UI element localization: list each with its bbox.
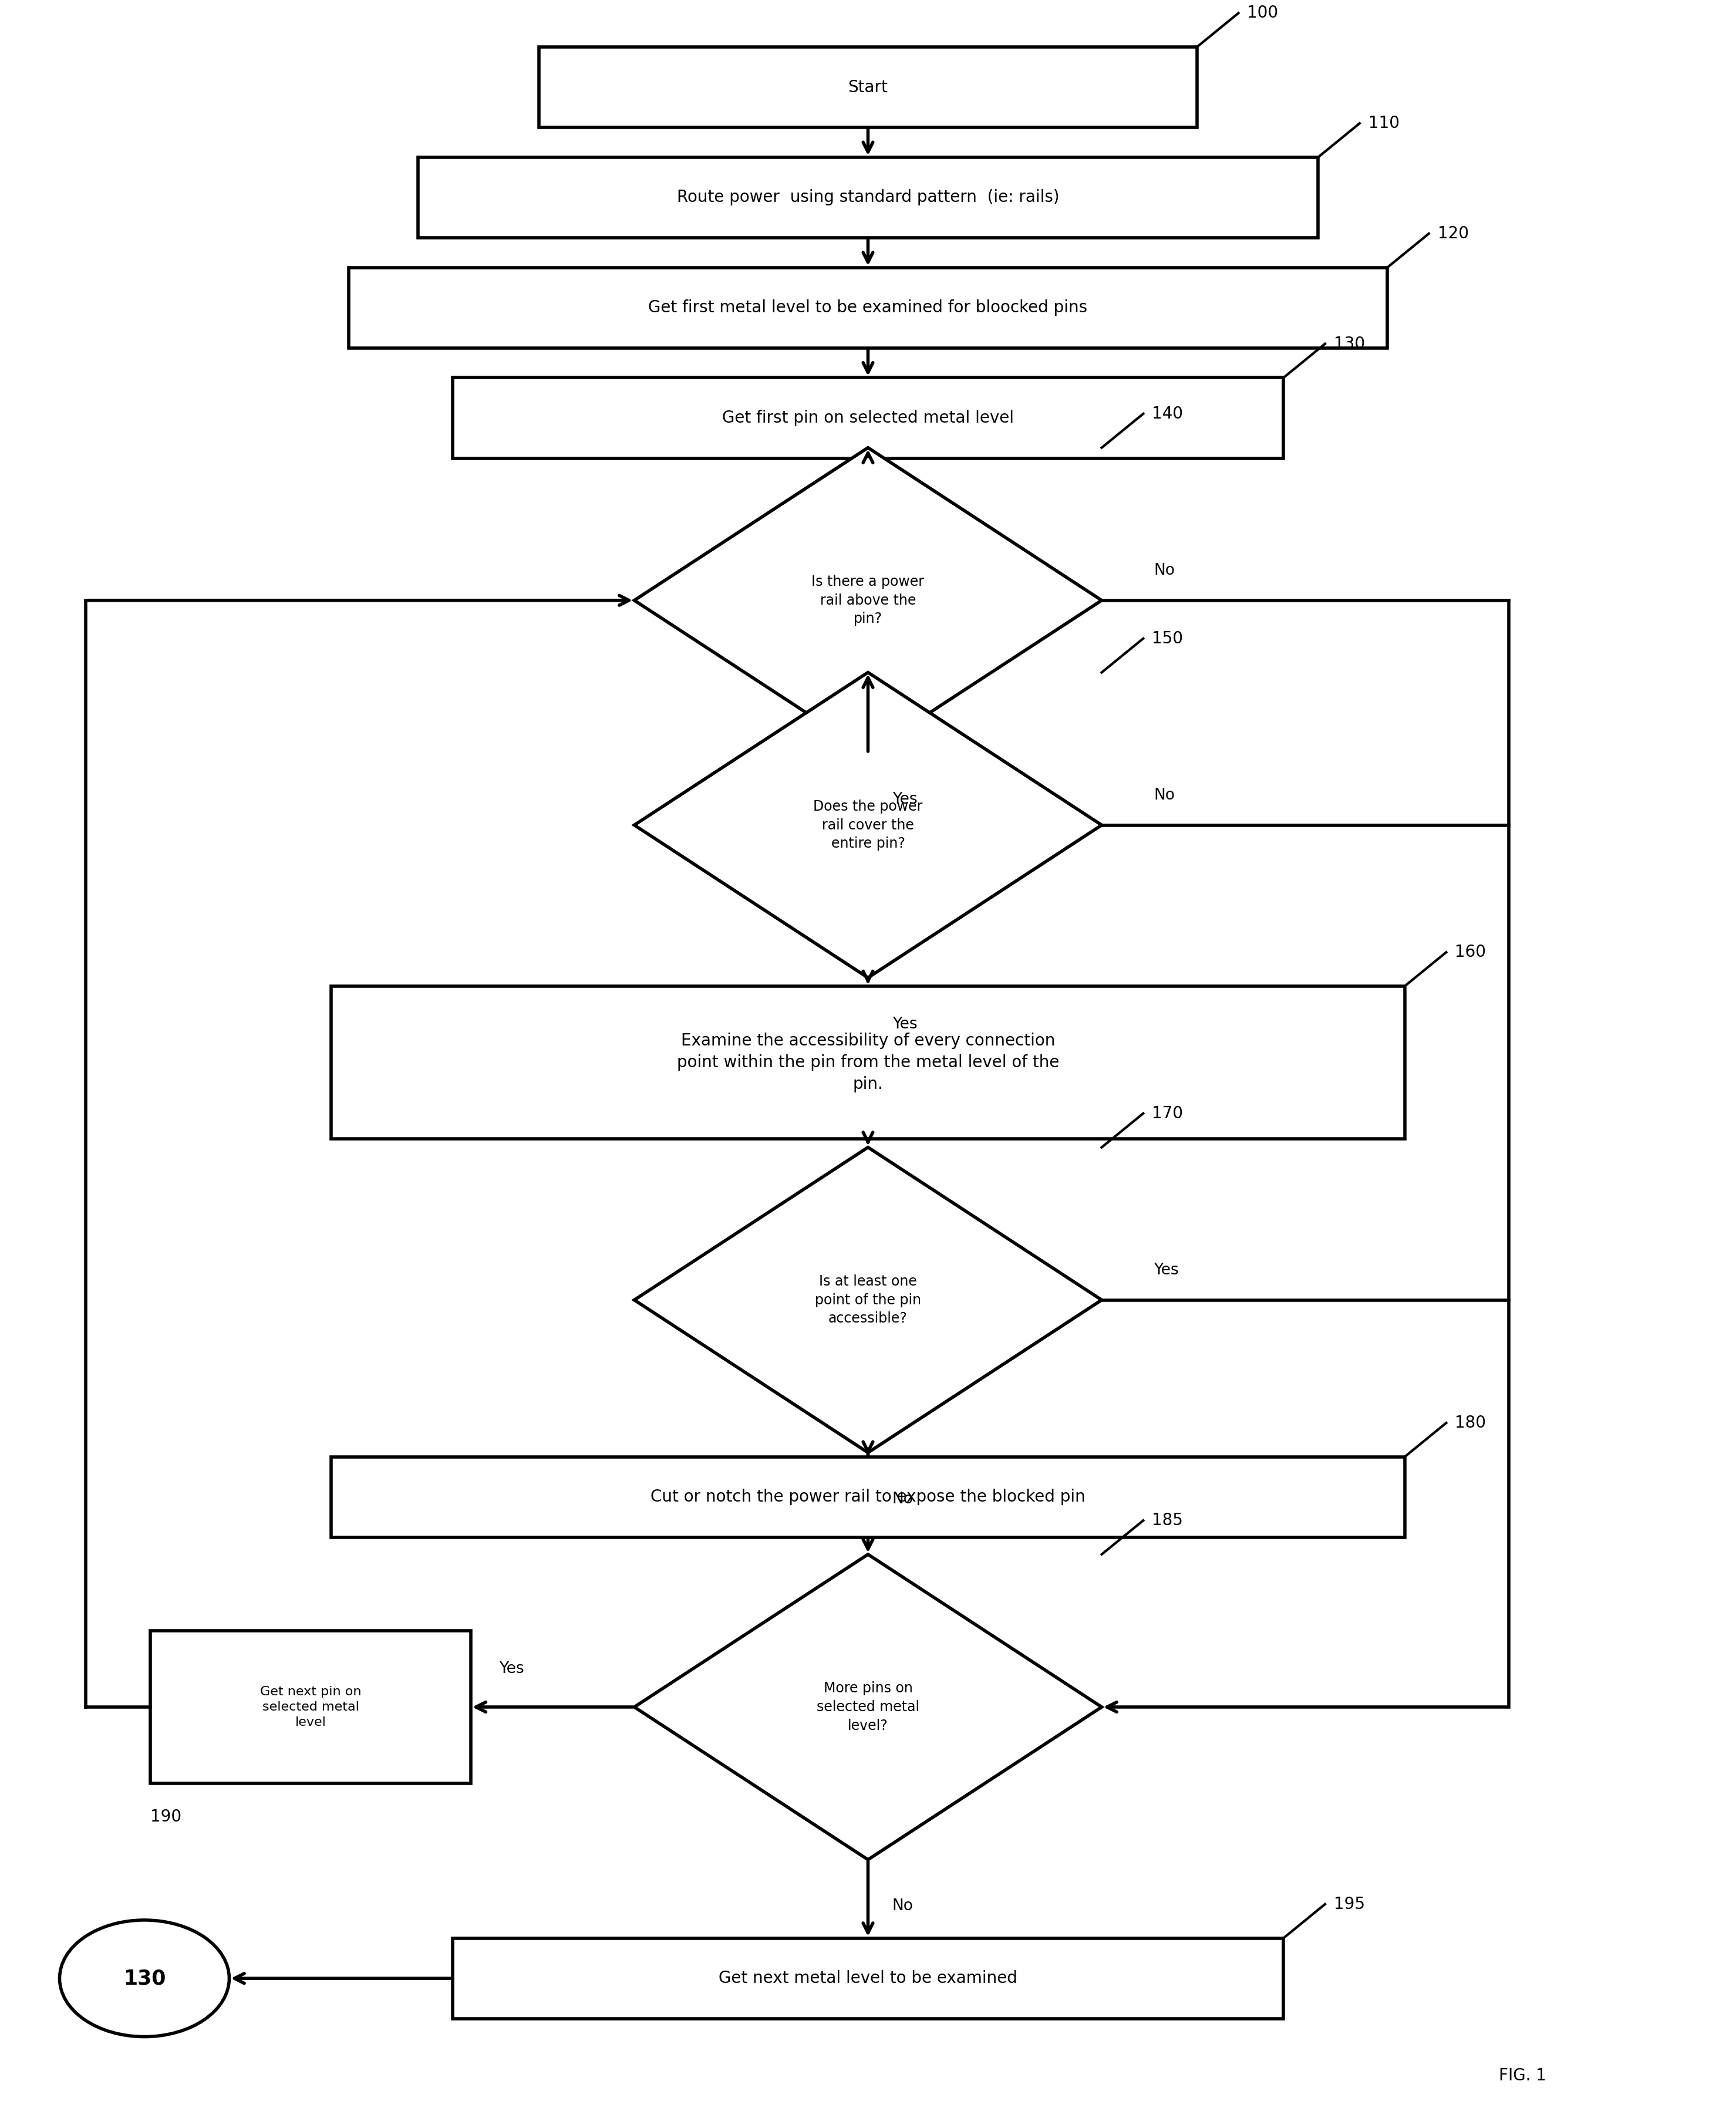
Text: Examine the accessibility of every connection
point within the pin from the meta: Examine the accessibility of every conne… [677, 1033, 1059, 1092]
Bar [349, 268, 1387, 349]
Text: No: No [892, 1492, 913, 1507]
Text: 180: 180 [1455, 1415, 1486, 1430]
Text: No: No [1154, 788, 1175, 803]
Text: Start: Start [849, 79, 887, 96]
Bar [453, 1938, 1283, 2019]
Polygon shape [634, 1553, 1102, 1859]
Ellipse shape [59, 1921, 229, 2036]
Text: 140: 140 [1153, 406, 1182, 423]
Text: 120: 120 [1437, 225, 1469, 242]
Polygon shape [634, 448, 1102, 752]
Bar [151, 1630, 470, 1783]
Text: 195: 195 [1333, 1896, 1364, 1912]
Text: No: No [892, 1898, 913, 1915]
Bar [332, 986, 1404, 1139]
Bar [332, 1458, 1404, 1536]
Text: More pins on
selected metal
level?: More pins on selected metal level? [816, 1681, 920, 1732]
Text: 110: 110 [1368, 115, 1399, 132]
Text: 100: 100 [1246, 4, 1278, 21]
Text: No: No [1154, 563, 1175, 578]
Text: 185: 185 [1153, 1513, 1182, 1528]
Text: 170: 170 [1153, 1105, 1182, 1122]
Text: 190: 190 [151, 1808, 182, 1825]
Text: Cut or notch the power rail to expose the blocked pin: Cut or notch the power rail to expose th… [651, 1490, 1085, 1504]
Text: Yes: Yes [892, 793, 917, 808]
Bar [453, 378, 1283, 459]
Text: Does the power
rail cover the
entire pin?: Does the power rail cover the entire pin… [812, 799, 924, 850]
Text: Get first pin on selected metal level: Get first pin on selected metal level [722, 410, 1014, 427]
Text: Get next metal level to be examined: Get next metal level to be examined [719, 1970, 1017, 1987]
Text: Get next pin on
selected metal
level: Get next pin on selected metal level [260, 1685, 361, 1728]
Text: Yes: Yes [500, 1662, 524, 1677]
Text: Is there a power
rail above the
pin?: Is there a power rail above the pin? [812, 574, 924, 627]
Polygon shape [634, 1148, 1102, 1454]
Text: Route power  using standard pattern  (ie: rails): Route power using standard pattern (ie: … [677, 189, 1059, 206]
Text: 150: 150 [1153, 631, 1182, 646]
Text: Yes: Yes [892, 1016, 917, 1033]
Text: FIG. 1: FIG. 1 [1498, 2068, 1547, 2085]
Text: Yes: Yes [1154, 1262, 1179, 1277]
Text: 130: 130 [1333, 336, 1364, 353]
Text: Get first metal level to be examined for bloocked pins: Get first metal level to be examined for… [648, 300, 1088, 317]
Polygon shape [634, 672, 1102, 978]
Text: 160: 160 [1455, 944, 1486, 960]
Bar [540, 47, 1196, 128]
Text: Is at least one
point of the pin
accessible?: Is at least one point of the pin accessi… [814, 1275, 922, 1326]
Text: 130: 130 [123, 1968, 165, 1989]
Bar [418, 157, 1318, 238]
